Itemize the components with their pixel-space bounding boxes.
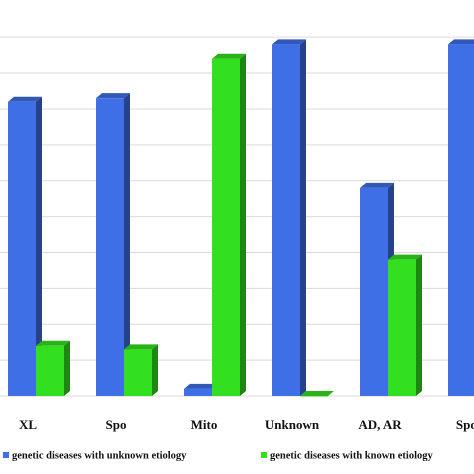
bar-top <box>388 254 422 260</box>
bar-front <box>272 44 300 397</box>
bar-top <box>96 93 130 99</box>
bar-front <box>212 58 240 397</box>
bar-top <box>212 53 246 59</box>
legend-swatch <box>261 452 267 458</box>
bar <box>300 391 334 397</box>
bar-side <box>240 53 246 397</box>
legend-label: genetic diseases with unknown etiology <box>12 450 187 461</box>
x-tick-label: XL <box>19 417 37 432</box>
bar-top <box>8 96 42 102</box>
bar-side <box>124 93 130 397</box>
x-tick-label: AD, AR <box>358 417 402 432</box>
x-tick-label: Spo. <box>456 417 474 432</box>
bar <box>124 344 158 396</box>
x-tick-label: Unknown <box>265 417 320 432</box>
bar-front <box>36 345 64 396</box>
legend-swatch <box>3 452 9 458</box>
bar-side <box>300 39 306 397</box>
bar <box>272 39 306 397</box>
bar-side <box>64 340 70 396</box>
bar-front <box>448 44 474 397</box>
bar-side <box>152 344 158 396</box>
bar <box>388 254 422 396</box>
bar-front <box>8 101 36 396</box>
bar-top <box>184 383 218 389</box>
bar <box>8 96 42 396</box>
bar <box>448 39 474 397</box>
bar-top <box>360 182 394 188</box>
bar-top <box>448 39 474 45</box>
bar-top <box>124 344 158 350</box>
bar-top <box>272 39 306 45</box>
bar-top <box>300 391 334 396</box>
bar-front <box>124 349 152 396</box>
bar <box>36 340 70 396</box>
legend-label: genetic diseases with known etiology <box>270 450 434 461</box>
bar-front <box>96 98 124 397</box>
bar-front <box>360 187 388 396</box>
bar-front <box>388 259 416 396</box>
bar-front <box>300 396 328 397</box>
bar-top <box>36 340 70 346</box>
bar-side <box>416 254 422 396</box>
bar <box>212 53 246 397</box>
x-tick-label: Spo <box>106 417 127 432</box>
bar <box>96 93 130 397</box>
x-tick-label: Mito <box>191 417 218 432</box>
bar-front <box>184 388 212 396</box>
bar-side <box>36 96 42 396</box>
